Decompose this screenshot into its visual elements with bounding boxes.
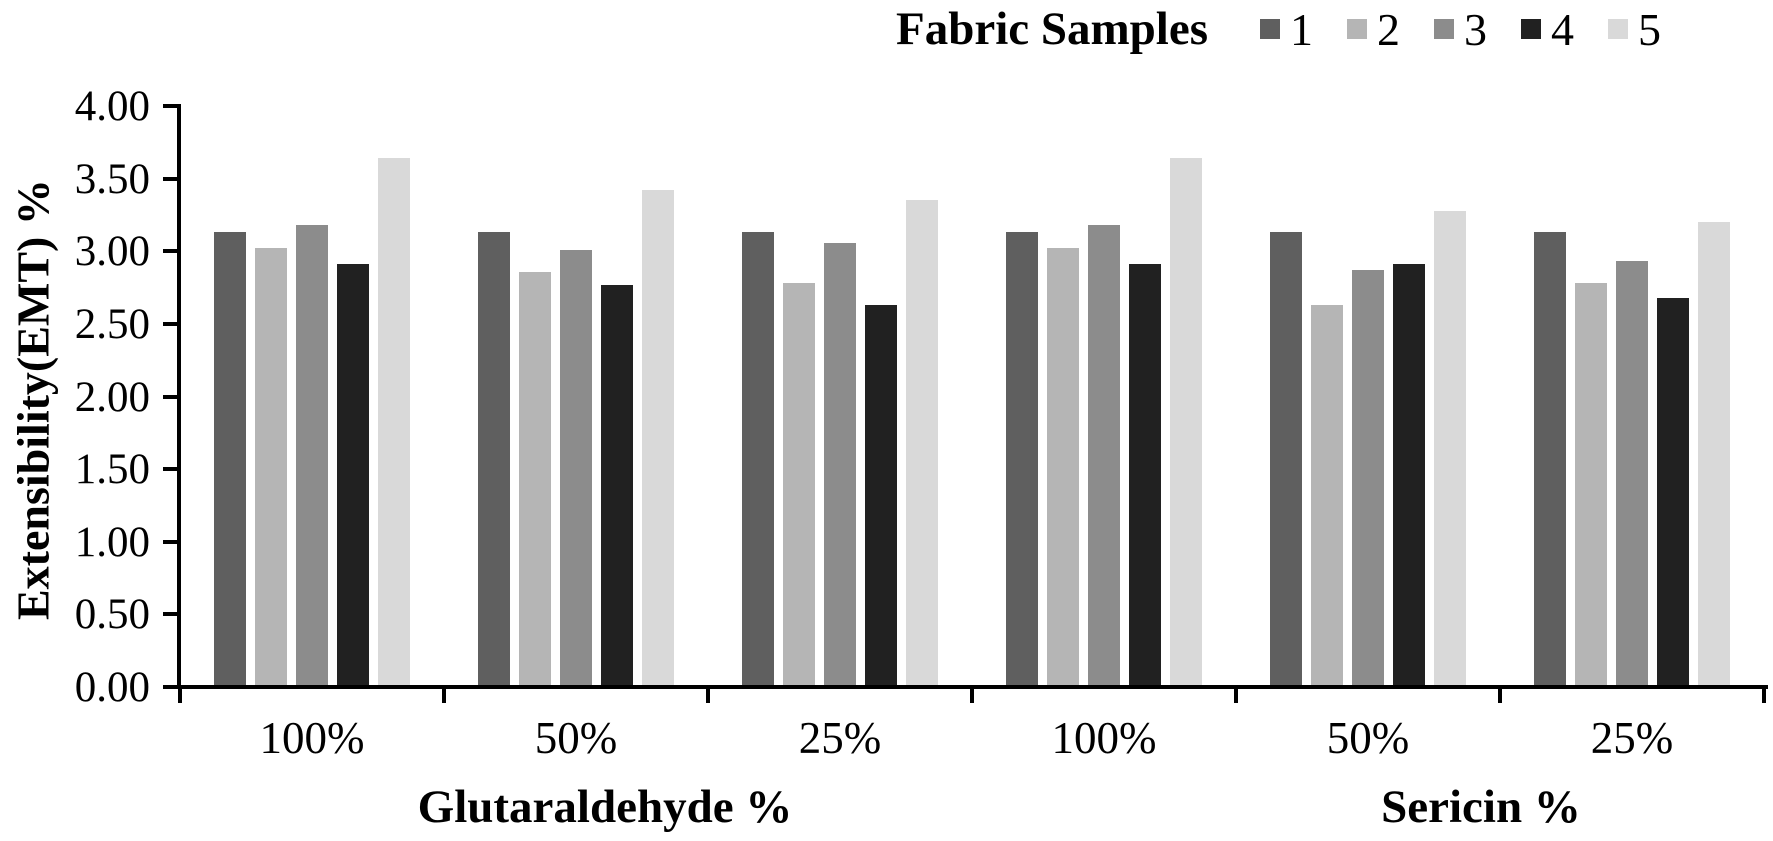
bar-sample5-group6 [1698,222,1730,685]
bar-sample1-group3 [742,232,774,685]
x-tick [1234,687,1238,703]
y-tick [163,104,179,108]
bar-sample1-group2 [478,232,510,685]
y-tick-label: 0.50 [74,591,150,639]
y-tick-label: 3.00 [74,228,150,276]
bar-sample2-group3 [783,283,815,685]
y-tick-label: 4.00 [74,83,150,130]
legend-item-label: 2 [1377,3,1401,55]
legend-item: 3 [1434,3,1487,56]
legend-items: 1 2 3 4 5 [1260,3,1661,56]
x-tick [1762,687,1766,703]
legend-title: Fabric Samples [896,3,1209,55]
y-tick [163,176,179,181]
category-label: 100% [1051,713,1157,763]
y-tick [163,321,179,326]
bar-sample5-group2 [642,190,674,685]
legend-item: 5 [1608,3,1661,56]
bar-sample5-group4 [1170,158,1202,685]
category-label: 100% [259,713,365,763]
category-label: 25% [798,713,882,763]
y-tick-label: 2.00 [74,373,150,421]
bar-sample3-group3 [824,242,856,685]
fabric-samples-legend: Fabric Samples 1 2 3 4 5 [896,2,1661,56]
bar-sample4-group4 [1129,264,1161,685]
bar-sample2-group1 [255,248,287,685]
bar-sample3-group1 [296,225,328,685]
y-tick-label: 2.50 [74,300,150,348]
y-tick [163,539,179,544]
legend-item: 4 [1521,3,1574,56]
bar-sample5-group3 [906,200,938,685]
y-tick [163,612,179,617]
x-tick [178,687,182,703]
legend-item-label: 1 [1290,3,1314,55]
y-tick [163,394,179,399]
bar-sample4-group3 [865,304,897,685]
category-label: 50% [1326,713,1410,763]
bar-sample5-group1 [378,158,410,685]
legend-item-label: 5 [1638,3,1662,55]
bar-sample4-group2 [601,284,633,685]
bar-sample1-group5 [1270,232,1302,685]
bar-sample4-group6 [1657,297,1689,685]
y-axis-line [177,104,181,689]
y-tick [163,467,179,472]
y-tick [163,685,179,689]
legend-swatch [1260,19,1281,39]
bar-sample1-group4 [1006,232,1038,685]
bar-sample3-group4 [1088,225,1120,685]
x-tick [706,687,710,703]
x-tick [1498,687,1502,703]
x-axis-group-title-sericin: Sericin % [1381,781,1581,833]
legend-swatch [1608,19,1629,39]
legend-swatch [1434,19,1455,39]
legend-item: 1 [1260,3,1313,56]
bar-sample2-group2 [519,271,551,685]
bar-sample2-group6 [1575,283,1607,685]
category-label: 25% [1590,713,1674,763]
legend-item: 2 [1347,3,1400,56]
bar-sample3-group2 [560,249,592,685]
y-tick-label: 1.00 [74,518,150,566]
y-tick-label: 0.00 [74,664,150,711]
bar-sample5-group5 [1434,210,1466,685]
x-axis-group-title-glutaraldehyde: Glutaraldehyde % [417,781,793,833]
bar-sample3-group6 [1616,261,1648,685]
x-tick [442,687,446,703]
legend-item-label: 3 [1464,3,1488,55]
bar-sample2-group4 [1047,248,1079,685]
y-tick-label: 3.50 [74,155,150,203]
legend-swatch [1521,19,1542,39]
legend-item-label: 4 [1551,3,1575,55]
y-tick-label: 1.50 [74,446,150,494]
bar-sample4-group5 [1393,264,1425,685]
y-tick [163,249,179,254]
bar-sample3-group5 [1352,270,1384,685]
legend-swatch [1347,19,1368,39]
bar-sample1-group6 [1534,232,1566,685]
bar-sample4-group1 [337,264,369,685]
x-tick [970,687,974,703]
bar-sample1-group1 [214,232,246,685]
category-label: 50% [534,713,618,763]
bar-sample2-group5 [1311,304,1343,685]
